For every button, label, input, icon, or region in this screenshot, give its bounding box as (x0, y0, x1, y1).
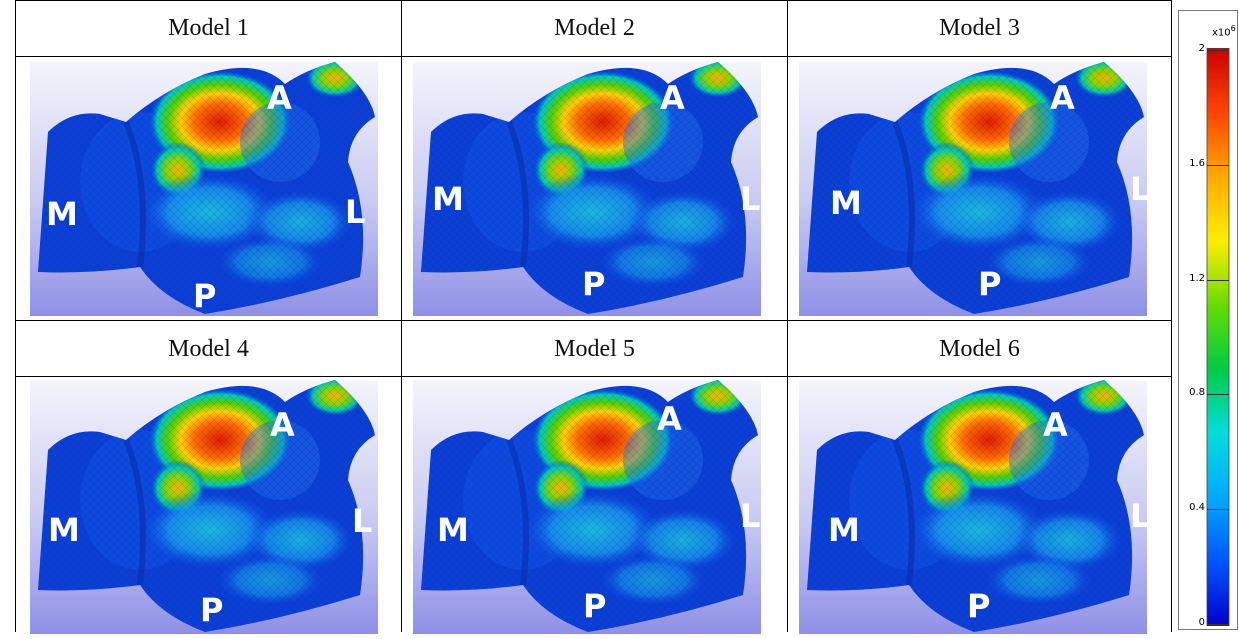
stress-map-graphic (30, 380, 378, 634)
label-anterior-model-3: A (1050, 79, 1075, 117)
colorbar-bar (1206, 48, 1230, 626)
stress-map-model-6 (799, 380, 1147, 634)
panel-title-model-6: Model 6 (939, 336, 1020, 362)
stress-map-model-2 (413, 62, 761, 316)
colorbar-tick-mark (1207, 394, 1229, 396)
label-posterior-model-4: P (200, 591, 224, 629)
label-posterior-model-5: P (583, 587, 607, 625)
label-medial-model-4: M (48, 511, 80, 549)
colorbar-tick-mark (1207, 164, 1229, 166)
stress-map-graphic (413, 380, 761, 634)
stress-map-graphic (799, 380, 1147, 634)
panel-title-model-1: Model 1 (168, 15, 249, 41)
label-lateral-model-6: L (1130, 497, 1151, 535)
colorbar-tick-mark (1207, 624, 1229, 625)
table-rule-row-separator (15, 320, 1172, 321)
label-lateral-model-2: L (740, 180, 761, 218)
label-medial-model-1: M (46, 195, 78, 233)
label-lateral-model-4: L (352, 502, 373, 540)
colorbar-tick-label: 0 (1198, 617, 1205, 628)
figure-table (15, 0, 1172, 632)
colorbar-multiplier-base: x10 (1212, 27, 1231, 39)
label-medial-model-3: M (830, 184, 862, 222)
label-anterior-model-2: A (660, 79, 685, 117)
label-posterior-model-3: P (978, 265, 1002, 303)
colorbar-tick-label: 1.6 (1189, 157, 1205, 169)
panel-title-model-2: Model 2 (554, 15, 635, 41)
panel-title-model-5: Model 5 (554, 336, 635, 362)
stress-map-graphic (30, 62, 378, 316)
table-rule-header-2 (15, 376, 1172, 377)
colorbar-tick-label: 1.2 (1189, 272, 1205, 284)
panel-title-model-3: Model 3 (939, 15, 1020, 41)
colorbar-exponent: 6 (1230, 24, 1236, 33)
colorbar-multiplier: x106 (1212, 24, 1236, 38)
colorbar-gradient (1206, 48, 1230, 626)
panel-title-model-4: Model 4 (168, 336, 249, 362)
table-column-divider-1 (401, 0, 402, 632)
colorbar-tick-label: 0.4 (1189, 502, 1205, 514)
label-lateral-model-5: L (740, 497, 761, 535)
label-anterior-model-5: A (657, 400, 682, 438)
colorbar-tick-label: 0.8 (1189, 387, 1205, 399)
label-anterior-model-1: A (267, 79, 292, 117)
stress-map-model-3 (799, 62, 1147, 316)
stress-map-model-1 (30, 62, 378, 316)
label-medial-model-5: M (437, 511, 469, 549)
table-rule-top (15, 0, 1172, 1)
stress-map-model-5 (413, 380, 761, 634)
stress-map-model-4 (30, 380, 378, 634)
label-lateral-model-3: L (1130, 170, 1151, 208)
table-rule-header-1 (15, 56, 1172, 57)
label-posterior-model-6: P (967, 587, 991, 625)
stress-map-graphic (799, 62, 1147, 316)
label-lateral-model-1: L (345, 193, 366, 231)
colorbar-tick-label: 2 (1198, 43, 1205, 54)
label-posterior-model-1: P (193, 277, 217, 315)
stress-map-graphic (413, 62, 761, 316)
label-medial-model-6: M (828, 511, 860, 549)
table-column-divider-2 (787, 0, 788, 632)
label-anterior-model-6: A (1043, 406, 1068, 444)
label-posterior-model-2: P (582, 265, 606, 303)
colorbar-tick-mark (1207, 50, 1229, 51)
colorbar-tick-mark (1207, 279, 1229, 281)
label-medial-model-2: M (432, 180, 464, 218)
label-anterior-model-4: A (270, 406, 295, 444)
colorbar-tick-mark (1207, 509, 1229, 511)
